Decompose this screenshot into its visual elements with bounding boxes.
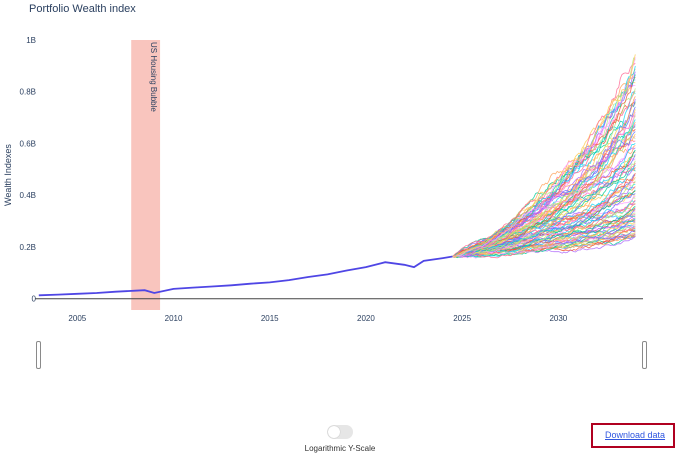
y-tick-label: 0 <box>32 295 37 304</box>
simulation-line <box>452 71 636 257</box>
range-slider-right-handle[interactable] <box>642 341 647 369</box>
simulation-line <box>452 62 636 257</box>
download-highlight-box <box>591 423 675 448</box>
shaded-region <box>131 40 161 310</box>
shaded-region-label: US Housing Bubble <box>149 42 158 112</box>
y-tick-label: 0.4B <box>20 191 36 200</box>
log-scale-label: Logarithmic Y-Scale <box>304 444 376 453</box>
y-tick-label: 1B <box>26 36 36 45</box>
x-tick-label: 2005 <box>68 314 86 323</box>
x-tick-label: 2015 <box>261 314 279 323</box>
simulation-line <box>452 57 636 257</box>
x-tick-label: 2020 <box>357 314 375 323</box>
simulation-line <box>452 65 636 257</box>
simulation-line <box>452 74 636 257</box>
y-axis-title: Wealth Indexes <box>3 144 13 206</box>
x-tick-label: 2010 <box>165 314 183 323</box>
x-tick-label: 2025 <box>453 314 471 323</box>
log-scale-toggle-knob <box>328 426 340 438</box>
simulation-line <box>452 54 636 257</box>
range-slider-left-handle[interactable] <box>36 341 41 369</box>
download-data-link[interactable]: Download data <box>605 430 666 440</box>
simulation-line <box>452 160 636 257</box>
chart-title: Portfolio Wealth index <box>29 3 136 15</box>
y-tick-label: 0.8B <box>20 88 36 97</box>
y-tick-label: 0.6B <box>20 139 36 148</box>
historical-line <box>38 255 453 297</box>
log-scale-toggle[interactable] <box>327 425 353 439</box>
x-tick-label: 2030 <box>549 314 567 323</box>
y-tick-label: 0.2B <box>20 243 36 252</box>
